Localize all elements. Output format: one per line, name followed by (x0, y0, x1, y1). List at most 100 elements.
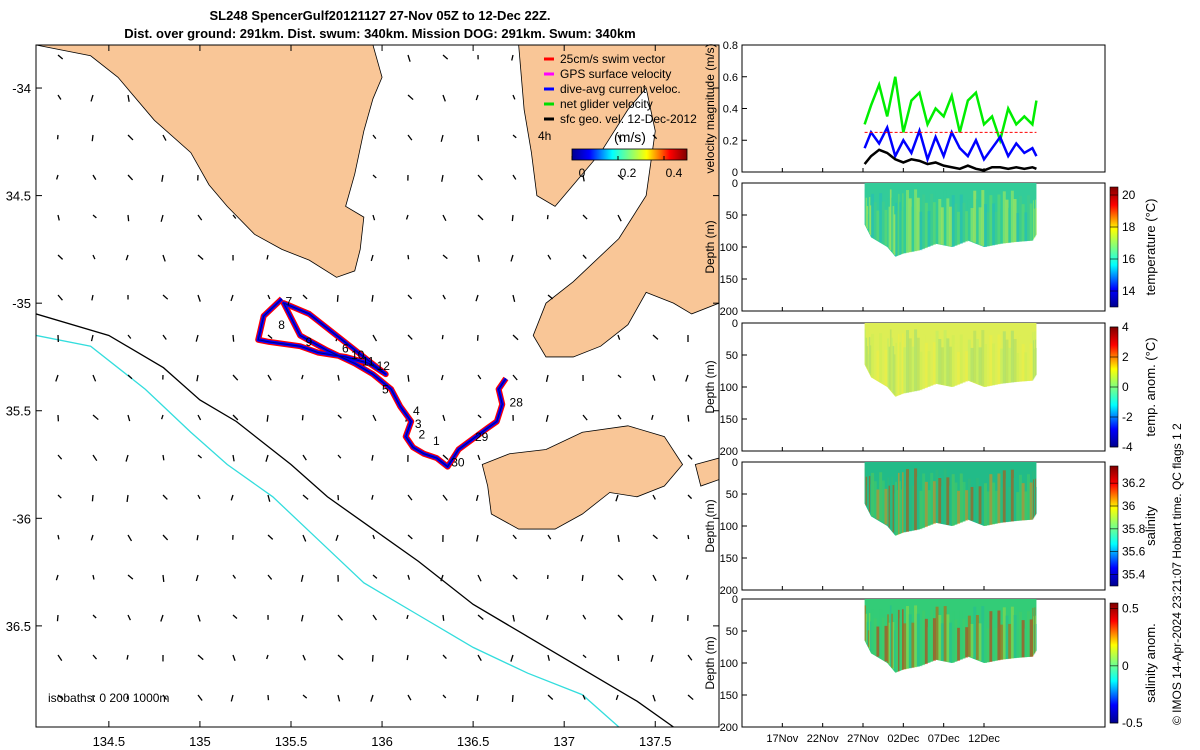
geo-velocity-arrow (407, 254, 410, 260)
section-data-cell (1035, 478, 1037, 516)
section-data-cell (975, 478, 979, 523)
section-data-cell (869, 345, 872, 376)
geo-velocity-arrow (57, 454, 63, 460)
section-data-cell (887, 338, 889, 387)
map-xtick-label: 134.5 (93, 734, 126, 749)
geo-velocity-arrow (687, 694, 694, 701)
section-data-cell (876, 626, 880, 657)
geo-velocity-arrow (442, 214, 447, 222)
depth-tick-label: 100 (720, 242, 738, 254)
section-data-cell (903, 623, 907, 670)
time-tick-label: 12Dec (968, 733, 1000, 745)
colorbar-tick-label: -4 (1122, 440, 1133, 454)
section-data-cell (868, 476, 871, 513)
section-data-cell (881, 201, 885, 244)
section-data-cell (1010, 190, 1014, 243)
geo-velocity-arrow (197, 654, 204, 661)
geo-velocity-arrow (302, 454, 307, 461)
geo-velocity-arrow (197, 294, 201, 302)
section-data-cell (889, 605, 892, 667)
geo-velocity-arrow (90, 94, 94, 102)
section-data-cell (1024, 491, 1028, 521)
geo-velocity-arrow (337, 654, 344, 661)
section-data-cell (896, 211, 899, 257)
section-data-cell (864, 605, 866, 641)
section-data-cell (1035, 339, 1037, 377)
geo-velocity-arrow (232, 574, 237, 579)
section-data-cell (1033, 616, 1035, 656)
track-day-label: 10 (351, 348, 365, 362)
section-data-cell (1035, 623, 1037, 652)
section-data-cell (975, 199, 979, 244)
geo-velocity-arrow (300, 574, 304, 582)
geo-velocity-arrow (617, 334, 621, 340)
geo-velocity-arrow (302, 534, 307, 542)
legend-entry: dive-avg current veloc. (560, 82, 681, 96)
section-data-cell (893, 214, 896, 255)
geo-velocity-arrow (406, 614, 409, 620)
section-data-cell (940, 207, 944, 245)
section-data-cell (930, 193, 934, 246)
section-data-cell (973, 606, 977, 659)
time-tick-label: 17Nov (766, 733, 798, 745)
geo-velocity-arrow (615, 694, 619, 701)
section-data-cell (1002, 331, 1006, 384)
colorbar-tick-label: 36 (1122, 499, 1136, 513)
geo-velocity-arrow (615, 494, 619, 502)
section-data-cell (986, 491, 990, 526)
section-data-cell (879, 193, 883, 243)
section-data-cell (957, 627, 961, 661)
section-data-cell (994, 490, 998, 524)
colorbar-tick-label: 4 (1122, 320, 1129, 334)
section-data-cell (1013, 478, 1017, 522)
geo-velocity-arrow (267, 294, 271, 300)
section-data-cell (908, 477, 912, 532)
section-data-cell (1034, 331, 1036, 378)
section-data-cell (884, 209, 888, 246)
geo-velocity-arrow (232, 414, 239, 421)
section-data-cell (1033, 208, 1035, 239)
track-day-label: 11 (362, 355, 375, 369)
geo-velocity-arrow (582, 254, 587, 260)
section-data-cell (997, 334, 1001, 385)
geo-velocity-arrow (582, 614, 587, 620)
section-data-cell (965, 351, 969, 382)
land-polygon (481, 425, 684, 530)
velocity-ytick-label: 0.6 (723, 72, 738, 84)
geo-velocity-arrow (547, 534, 552, 540)
colorbar-tick-label: 0.4 (666, 166, 683, 180)
section-data-cell (888, 346, 891, 389)
section-data-cell (1021, 483, 1025, 521)
section-data-cell (927, 211, 931, 247)
section-data-cell (922, 334, 926, 390)
map-colorbar (571, 148, 688, 161)
map-ytick-label: 36.5 (6, 619, 31, 634)
geo-velocity-arrow (127, 614, 131, 621)
section-data-cell (962, 342, 966, 383)
geo-velocity-arrow (56, 614, 59, 622)
section-data-cell (899, 202, 901, 255)
section-data-cell (978, 486, 982, 524)
geo-velocity-arrow (127, 134, 134, 141)
section-data-cell (994, 211, 998, 245)
section-data-cell (922, 610, 926, 666)
geo-velocity-arrow (512, 534, 517, 540)
section-data-cell (919, 211, 923, 251)
geo-velocity-arrow (90, 534, 94, 541)
section-data-cell (879, 333, 883, 383)
geo-velocity-arrow (547, 694, 554, 700)
section-panel: -4 -2 0 2 4 temp. anom. (°C) 0 50 100 150 200 Depth… (703, 318, 1158, 458)
colorbar-tick-label: 14 (1122, 284, 1136, 298)
geo-velocity-arrow (55, 574, 59, 581)
section-data-cell (981, 190, 985, 246)
geo-velocity-arrow (370, 694, 374, 702)
geo-velocity-arrow (476, 534, 479, 542)
geo-velocity-arrow (266, 414, 269, 422)
map-ytick-label: -35 (12, 296, 31, 311)
geo-velocity-arrow (582, 414, 588, 421)
geo-velocity-arrow (162, 574, 165, 583)
geo-velocity-arrow (371, 294, 374, 302)
geo-velocity-arrow (650, 654, 654, 662)
geo-velocity-arrow (475, 94, 479, 101)
geo-velocity-arrow (267, 574, 273, 580)
